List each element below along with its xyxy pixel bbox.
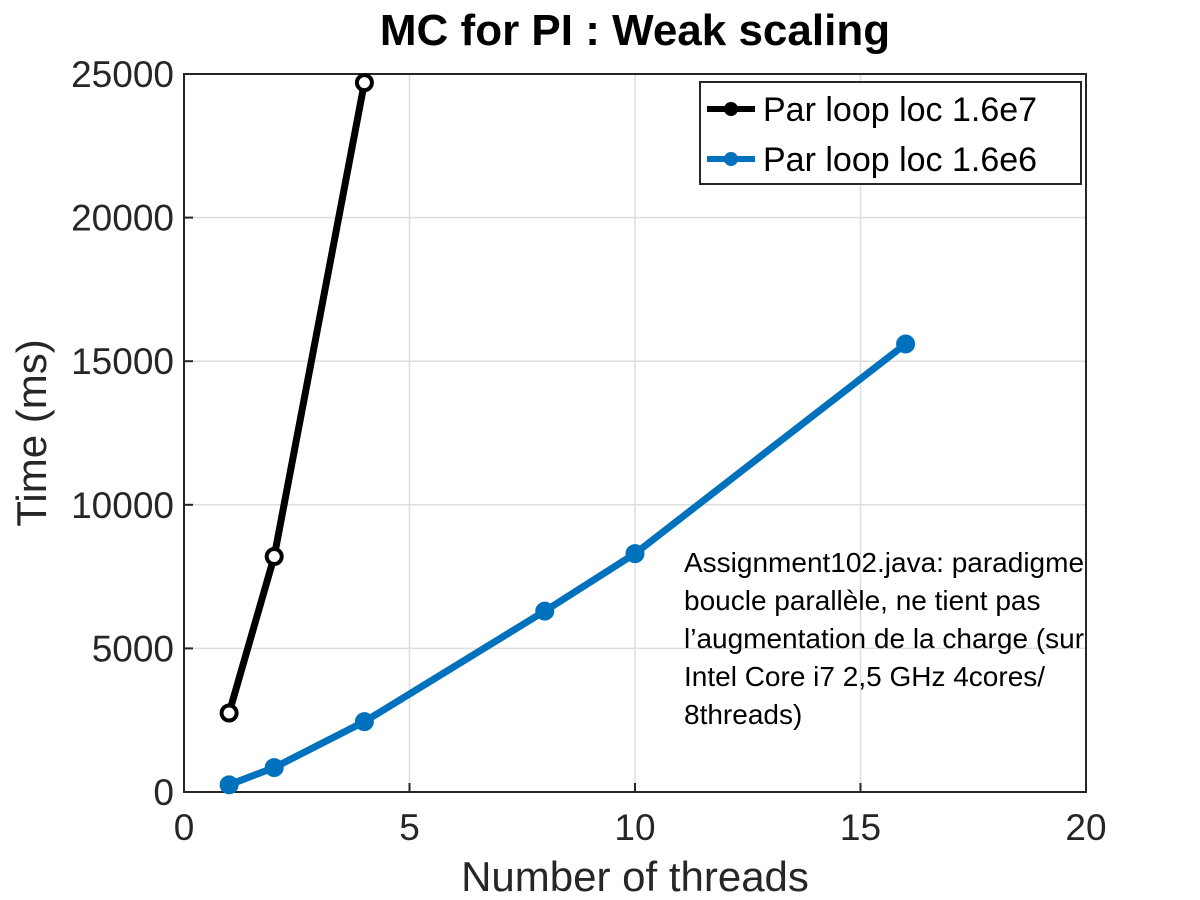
legend-box <box>699 81 1082 185</box>
data-point <box>625 544 645 564</box>
data-point <box>354 73 374 93</box>
legend: Par loop loc 1.6e7 Par loop loc 1.6e6 <box>699 81 1082 185</box>
y-axis-label: Time (ms) <box>8 339 55 526</box>
annotation-line-3: l’augmentation de la charge (sur <box>684 623 1084 654</box>
x-axis-label: Number of threads <box>461 853 809 900</box>
annotation: Assignment102.java: paradigme boucle par… <box>684 547 1084 730</box>
series-2 <box>219 334 916 795</box>
y-tick-label: 10000 <box>71 485 174 526</box>
data-point <box>219 703 239 723</box>
series-1 <box>219 73 374 723</box>
legend-marker-series-1 <box>724 102 738 116</box>
x-tick-label: 15 <box>840 807 881 848</box>
tick-labels: 0 5 10 15 20 0 5000 10000 15000 20000 25000 <box>71 54 1106 848</box>
y-tick-label: 25000 <box>71 54 174 95</box>
data-point <box>354 712 374 732</box>
annotation-line-1: Assignment102.java: paradigme <box>684 547 1084 578</box>
x-tick-label: 20 <box>1065 807 1106 848</box>
data-point <box>535 601 555 621</box>
axes <box>183 73 1087 793</box>
legend-label-series-2: Par loop loc 1.6e6 <box>763 141 1037 179</box>
data-point <box>264 758 284 778</box>
y-tick-label: 5000 <box>92 628 174 669</box>
y-tick-label: 0 <box>153 772 174 813</box>
y-tick-label: 15000 <box>71 341 174 382</box>
annotation-line-4: Intel Core i7 2,5 GHz 4cores/ <box>684 661 1045 692</box>
y-tick-label: 20000 <box>71 198 174 239</box>
legend-marker-series-2 <box>724 152 738 166</box>
data-point <box>264 546 284 566</box>
data-point <box>219 775 239 795</box>
x-tick-label: 5 <box>399 807 420 848</box>
annotation-line-5: 8threads) <box>684 699 802 730</box>
legend-label-series-1: Par loop loc 1.6e7 <box>763 91 1037 129</box>
annotation-line-2: boucle parallèle, ne tient pas <box>684 585 1040 616</box>
x-tick-label: 0 <box>174 807 195 848</box>
series-layer <box>219 73 916 795</box>
data-point <box>896 334 916 354</box>
chart-title: MC for PI : Weak scaling <box>380 6 890 55</box>
x-tick-label: 10 <box>614 807 655 848</box>
series-line-1 <box>225 79 368 717</box>
